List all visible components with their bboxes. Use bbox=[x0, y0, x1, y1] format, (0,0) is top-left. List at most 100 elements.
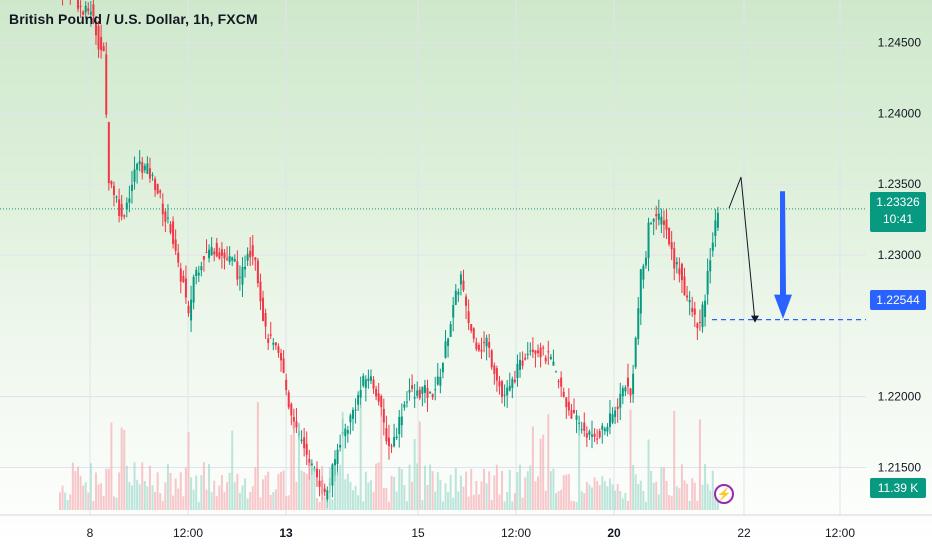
volume-bar bbox=[529, 465, 532, 510]
candle-body bbox=[280, 352, 283, 361]
candle-body bbox=[223, 252, 226, 259]
volume-bar bbox=[61, 485, 64, 510]
candle-body bbox=[177, 252, 180, 263]
volume-bar bbox=[711, 470, 714, 510]
volume-bar bbox=[133, 462, 136, 510]
candle-body bbox=[493, 365, 496, 374]
y-tick-label: 1.22000 bbox=[878, 390, 922, 404]
candle-body bbox=[539, 347, 542, 358]
volume-bar bbox=[182, 496, 185, 510]
candle-body bbox=[485, 337, 488, 347]
candle-body bbox=[285, 379, 288, 391]
candle-body bbox=[112, 185, 115, 196]
volume-bar bbox=[267, 471, 270, 510]
volume-bar bbox=[511, 501, 514, 510]
volume-bar bbox=[287, 495, 290, 510]
volume-bar bbox=[328, 467, 331, 510]
volume-bar bbox=[470, 468, 473, 510]
candle-body bbox=[462, 280, 465, 291]
candle-body bbox=[416, 390, 419, 396]
candle-body bbox=[382, 408, 385, 423]
volume-bar bbox=[138, 484, 141, 510]
volume-bar bbox=[351, 490, 354, 510]
candle-body bbox=[606, 426, 609, 432]
candle-body bbox=[583, 422, 586, 431]
candle-body bbox=[154, 178, 157, 191]
candle-body bbox=[148, 168, 151, 179]
candle-body bbox=[537, 350, 540, 354]
candle-body bbox=[603, 428, 606, 432]
candle-body bbox=[151, 174, 154, 176]
candle-body bbox=[665, 219, 668, 230]
candle-body bbox=[421, 386, 424, 394]
volume-bar bbox=[634, 474, 637, 510]
volume-bar bbox=[244, 478, 247, 510]
candle-body bbox=[197, 272, 200, 276]
volume-bar bbox=[285, 496, 288, 510]
volume-bar bbox=[195, 475, 198, 510]
x-tick-label: 13 bbox=[279, 526, 293, 540]
volume-bar bbox=[303, 471, 306, 510]
volume-bar bbox=[647, 439, 650, 510]
candle-body bbox=[426, 388, 429, 398]
volume-bar bbox=[547, 414, 550, 510]
volume-bar bbox=[480, 481, 483, 510]
volume-bar bbox=[619, 491, 622, 510]
candle-body bbox=[495, 368, 498, 381]
volume-bar bbox=[205, 489, 208, 510]
volume-bar bbox=[184, 467, 187, 510]
candle-body bbox=[367, 378, 370, 382]
volume-bar bbox=[408, 464, 411, 510]
candle-body bbox=[226, 258, 229, 260]
candle-body bbox=[102, 46, 105, 52]
x-tick-label: 12:00 bbox=[501, 526, 531, 540]
lightning-bolt-icon[interactable]: ⚡ bbox=[714, 484, 734, 504]
candle-body bbox=[562, 391, 565, 397]
volume-bar bbox=[264, 475, 267, 510]
volume-bar bbox=[467, 496, 470, 510]
candle-body bbox=[459, 274, 462, 285]
volume-bar bbox=[716, 499, 719, 510]
candle-body bbox=[454, 290, 457, 305]
volume-bar bbox=[148, 465, 151, 510]
candle-body bbox=[701, 304, 704, 328]
candle-body bbox=[565, 397, 568, 408]
volume-bar bbox=[123, 429, 126, 510]
volume-bar bbox=[693, 482, 696, 510]
candle-body bbox=[182, 275, 185, 282]
volume-bar bbox=[97, 484, 100, 510]
candle-body bbox=[264, 313, 267, 327]
volume-bar bbox=[231, 430, 234, 510]
candle-body bbox=[174, 239, 177, 251]
volume-bar bbox=[280, 471, 283, 510]
volume-bar bbox=[59, 492, 61, 510]
volume-bar bbox=[84, 482, 87, 510]
volume-bar bbox=[349, 481, 352, 510]
volume-bar bbox=[431, 471, 434, 510]
candle-body bbox=[467, 311, 470, 324]
volume-bar bbox=[367, 482, 370, 510]
candle-body bbox=[567, 401, 570, 411]
volume-bar bbox=[310, 465, 313, 510]
volume-bar bbox=[578, 429, 581, 510]
volume-bar bbox=[603, 481, 606, 510]
candle-body bbox=[231, 257, 234, 261]
volume-bar bbox=[323, 497, 326, 510]
volume-bar bbox=[498, 494, 501, 510]
candle-body bbox=[300, 439, 303, 442]
volume-bar bbox=[573, 501, 575, 510]
volume-bar bbox=[292, 421, 295, 510]
volume-bar bbox=[377, 462, 380, 510]
candle-body bbox=[696, 323, 699, 329]
volume-bar bbox=[670, 496, 673, 510]
volume-bar bbox=[539, 438, 542, 510]
volume-bar bbox=[254, 467, 257, 510]
candle-body bbox=[431, 393, 434, 398]
volume-bar bbox=[105, 468, 108, 510]
volume-bar bbox=[246, 498, 249, 510]
candle-body bbox=[133, 169, 136, 182]
candle-body bbox=[662, 220, 665, 225]
volume-bar bbox=[236, 473, 239, 510]
volume-bar bbox=[501, 471, 504, 510]
